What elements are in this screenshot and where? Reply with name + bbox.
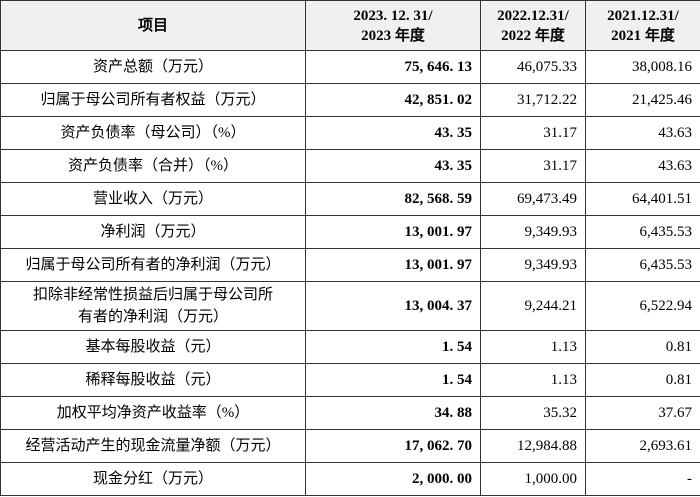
- cell-line: 归属于母公司所有者的净利润（万元）: [25, 257, 281, 273]
- header-row: 项目 2023. 12. 31/2023 年度 2022.12.31/2022 年度…: [0, 0, 700, 51]
- value-cell: 35.32: [480, 396, 586, 430]
- value-cell: 43.63: [585, 116, 700, 150]
- cell-line: 2023 年度: [361, 27, 425, 44]
- row-label: 稀释每股收益（元）: [0, 363, 306, 397]
- table-row: 营业收入（万元） 82, 568. 59 69,473.49 64,401.51: [0, 182, 700, 216]
- value-cell: 12,984.88: [480, 429, 586, 463]
- cell-line: 资产负债率（母公司）（%）: [60, 125, 246, 141]
- value-cell: 17, 062. 70: [305, 429, 481, 463]
- table-row: 稀释每股收益（元） 1. 54 1.13 0.81: [0, 363, 700, 397]
- table-row: 归属于母公司所有者权益（万元） 42, 851. 02 31,712.22 21,42…: [0, 83, 700, 117]
- value-cell: 13, 001. 97: [305, 248, 481, 282]
- cell-line: 稀释每股收益（元）: [85, 372, 221, 388]
- cell-line: 基本每股收益（元）: [85, 339, 221, 355]
- value-cell: 2, 000. 00: [305, 462, 481, 496]
- cell-line: 2021.12.31/: [607, 7, 679, 24]
- value-cell: 43. 35: [305, 149, 481, 183]
- table-row: 资产负债率（母公司）（%） 43. 35 31.17 43.63: [0, 116, 700, 150]
- value-cell: 0.81: [585, 330, 700, 364]
- value-cell: 1.13: [480, 330, 586, 364]
- table-row: 资产总额（万元） 75, 646. 13 46,075.33 38,008.16: [0, 50, 700, 84]
- row-label: 归属于母公司所有者权益（万元）: [0, 83, 306, 117]
- row-label: 经营活动产生的现金流量净额（万元）: [0, 429, 306, 463]
- table-row: 扣除非经常性损益后归属于母公司所 有者的净利润（万元） 13, 004. 37 9,2…: [0, 281, 700, 331]
- cell-line: 有者的净利润（万元）: [77, 309, 228, 325]
- row-label: 资产总额（万元）: [0, 50, 306, 84]
- cell-line: 资产总额（万元）: [92, 59, 213, 75]
- row-label: 归属于母公司所有者的净利润（万元）: [0, 248, 306, 282]
- header-cell: 2023. 12. 31/2023 年度: [305, 0, 481, 51]
- value-cell: 1,000.00: [480, 462, 586, 496]
- value-cell: 13, 001. 97: [305, 215, 481, 249]
- header-cell: 2022.12.31/2022 年度: [480, 0, 586, 51]
- row-label: 资产负债率（合并）（%）: [0, 149, 306, 183]
- cell-line: 归属于母公司所有者权益（万元）: [40, 92, 266, 108]
- cell-line: 营业收入（万元）: [92, 191, 213, 207]
- value-cell: 46,075.33: [480, 50, 586, 84]
- header-cell: 项目: [0, 0, 306, 51]
- cell-line: 2023. 12. 31/: [353, 7, 433, 24]
- value-cell: 34. 88: [305, 396, 481, 430]
- value-cell: 43. 35: [305, 116, 481, 150]
- table-row: 归属于母公司所有者的净利润（万元） 13, 001. 97 9,349.93 6,43…: [0, 248, 700, 282]
- cell-line: 项目: [137, 17, 168, 34]
- row-label: 现金分红（万元）: [0, 462, 306, 496]
- value-cell: 0.81: [585, 363, 700, 397]
- cell-line: 现金分红（万元）: [92, 471, 213, 487]
- value-cell: 1. 54: [305, 330, 481, 364]
- value-cell: 6,435.53: [585, 248, 700, 282]
- value-cell: 2,693.61: [585, 429, 700, 463]
- row-label: 资产负债率（母公司）（%）: [0, 116, 306, 150]
- cell-line: 资产负债率（合并）（%）: [68, 158, 238, 174]
- table-row: 经营活动产生的现金流量净额（万元） 17, 062. 70 12,984.88 2,6…: [0, 429, 700, 463]
- value-cell: 31,712.22: [480, 83, 586, 117]
- value-cell: 64,401.51: [585, 182, 700, 216]
- cell-line: 经营活动产生的现金流量净额（万元）: [25, 438, 281, 454]
- header-cell: 2021.12.31/2021 年度: [585, 0, 700, 51]
- value-cell: 31.17: [480, 149, 586, 183]
- cell-line: 2021 年度: [611, 27, 675, 44]
- row-label: 营业收入（万元）: [0, 182, 306, 216]
- value-cell: 38,008.16: [585, 50, 700, 84]
- value-cell: 75, 646. 13: [305, 50, 481, 84]
- value-cell: 21,425.46: [585, 83, 700, 117]
- cell-line: 扣除非经常性损益后归属于母公司所: [32, 287, 273, 303]
- value-cell: 37.67: [585, 396, 700, 430]
- table-row: 净利润（万元） 13, 001. 97 9,349.93 6,435.53: [0, 215, 700, 249]
- value-cell: 82, 568. 59: [305, 182, 481, 216]
- row-label: 净利润（万元）: [0, 215, 306, 249]
- table-row: 现金分红（万元） 2, 000. 00 1,000.00-: [0, 462, 700, 496]
- value-cell: 31.17: [480, 116, 586, 150]
- value-cell: 9,349.93: [480, 248, 586, 282]
- value-cell: 9,244.21: [480, 281, 586, 331]
- table-row: 基本每股收益（元） 1. 54 1.13 0.81: [0, 330, 700, 364]
- row-label: 基本每股收益（元）: [0, 330, 306, 364]
- value-cell: -: [585, 462, 700, 496]
- cell-line: 2022 年度: [501, 27, 565, 44]
- row-label: 扣除非经常性损益后归属于母公司所 有者的净利润（万元）: [0, 281, 306, 331]
- value-cell: 13, 004. 37: [305, 281, 481, 331]
- value-cell: 42, 851. 02: [305, 83, 481, 117]
- value-cell: 6,522.94: [585, 281, 700, 331]
- value-cell: 43.63: [585, 149, 700, 183]
- cell-line: 加权平均净资产收益率（%）: [56, 405, 250, 421]
- cell-line: 2022.12.31/: [497, 7, 569, 24]
- value-cell: 6,435.53: [585, 215, 700, 249]
- value-cell: 1. 54: [305, 363, 481, 397]
- value-cell: 1.13: [480, 363, 586, 397]
- cell-line: 净利润（万元）: [100, 224, 206, 240]
- value-cell: 9,349.93: [480, 215, 586, 249]
- row-label: 加权平均净资产收益率（%）: [0, 396, 306, 430]
- value-cell: 69,473.49: [480, 182, 586, 216]
- table-row: 资产负债率（合并）（%） 43. 35 31.17 43.63: [0, 149, 700, 183]
- table-row: 加权平均净资产收益率（%） 34. 88 35.32 37.67: [0, 396, 700, 430]
